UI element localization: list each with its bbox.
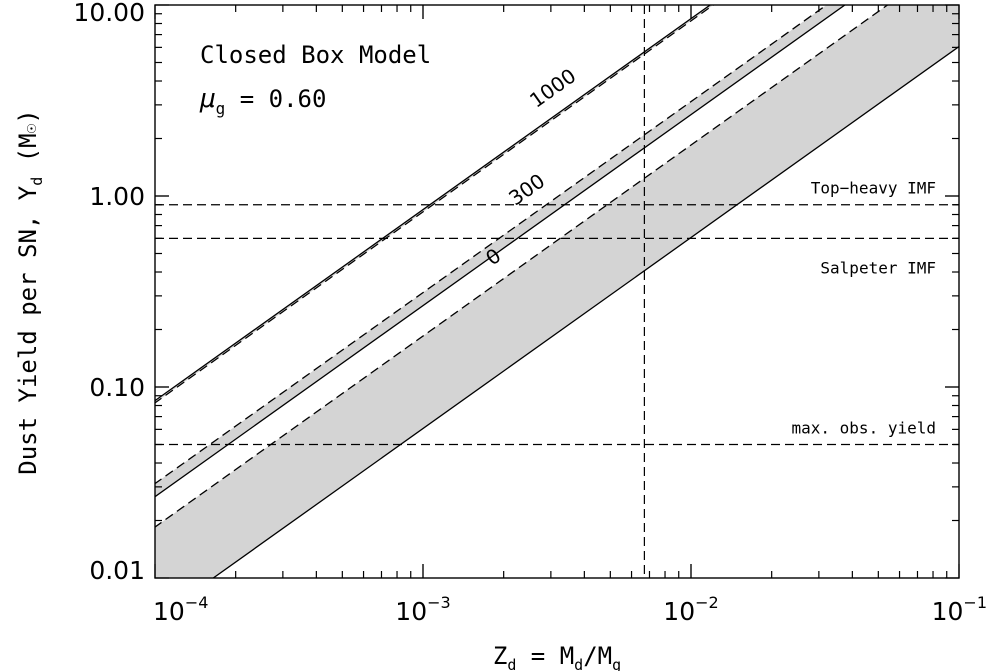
curve-label-1: 300	[504, 169, 549, 211]
y-axis-label: Dust Yield per SN, Yd (M☉)	[14, 109, 46, 474]
bands-layer	[155, 5, 959, 578]
y-tick-label: 10.00	[73, 0, 145, 27]
band-solid-line-0	[212, 45, 959, 578]
x-tick-label: 10−2	[663, 593, 718, 626]
plot-frame	[154, 4, 960, 579]
y-tick-label: 0.10	[89, 373, 145, 402]
band-fill-0	[155, 5, 959, 578]
x-tick-label: 10−1	[932, 593, 987, 626]
hline-label-0: Top−heavy IMF	[811, 179, 936, 198]
axes-frame	[154, 4, 960, 579]
y-tick-label: 0.01	[89, 556, 145, 585]
chart-title: Closed Box Model	[200, 41, 431, 69]
hline-label-1: Salpeter IMF	[820, 258, 936, 277]
annotations-layer: 10−4 10−3 10−2 10−1 0.01 0.10 1.00 10.00 Top−hea…	[73, 0, 987, 626]
y-tick-label: 1.00	[89, 182, 145, 211]
hline-label-2: max. obs. yield	[792, 418, 937, 437]
x-tick-label: 10−3	[395, 593, 450, 626]
band-dashed-line-2	[155, 5, 715, 404]
x-tick-label: 10−4	[153, 593, 208, 626]
chart-subtitle: μg = 0.60	[199, 84, 326, 118]
band-solid-line-2	[155, 5, 712, 402]
ticks-layer	[154, 4, 960, 579]
reference-lines-layer	[155, 5, 959, 578]
band-solid-line-1	[155, 5, 846, 498]
x-axis-label: Zd = Md/Mg	[493, 642, 621, 671]
band-dashed-line-1	[155, 5, 828, 485]
